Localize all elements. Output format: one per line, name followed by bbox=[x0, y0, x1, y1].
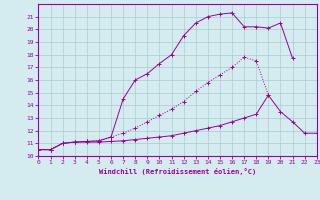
X-axis label: Windchill (Refroidissement éolien,°C): Windchill (Refroidissement éolien,°C) bbox=[99, 168, 256, 175]
